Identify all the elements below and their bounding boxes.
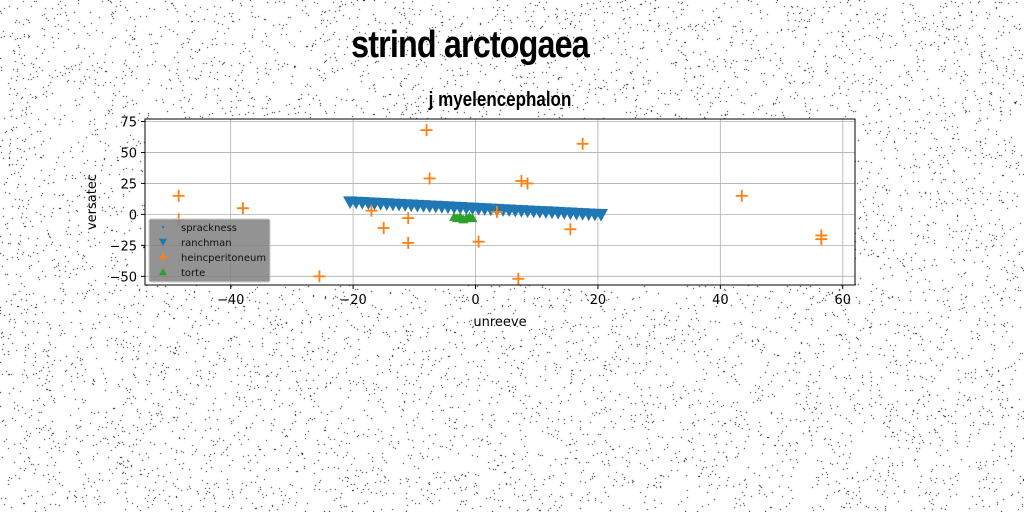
- legend-box: [148, 218, 271, 283]
- point-heincperitoneum: [402, 212, 415, 225]
- point-heincperitoneum: [815, 233, 828, 246]
- legend-label: sprackness: [181, 223, 237, 234]
- legend-label: heincperitoneum: [181, 253, 266, 264]
- x-tick-label: 20: [590, 293, 607, 308]
- y-tick-label: 75: [120, 115, 137, 130]
- figure-title: strind arctogaea: [351, 24, 590, 66]
- point-heincperitoneum: [420, 124, 433, 137]
- series-ranchman: [343, 196, 608, 222]
- axis-ticks: −40 −20 0 20 40 60 −50 −25 0 25 50 75: [110, 115, 851, 308]
- y-tick-label: 50: [120, 146, 137, 161]
- x-tick-label: 0: [471, 293, 479, 308]
- y-axis-label: versatec: [85, 174, 100, 230]
- legend: sprackness ranchman heincperitoneum torte: [148, 218, 271, 283]
- point-heincperitoneum: [490, 205, 503, 218]
- legend-marker: [161, 225, 165, 229]
- point-ranchman: [593, 209, 608, 222]
- chart-title: j myelencephalon: [428, 89, 572, 111]
- x-tick-label: −40: [217, 293, 244, 308]
- y-tick-label: −25: [110, 239, 137, 254]
- point-heincperitoneum: [521, 177, 534, 190]
- point-heincperitoneum: [515, 174, 528, 187]
- series-heincperitoneum: [172, 124, 828, 285]
- x-tick-label: −20: [339, 293, 366, 308]
- point-heincperitoneum: [172, 189, 185, 202]
- legend-marker: [159, 238, 167, 246]
- point-heincperitoneum: [377, 222, 390, 235]
- point-heincperitoneum: [402, 236, 415, 249]
- point-heincperitoneum: [576, 137, 589, 150]
- x-tick-label: 40: [712, 293, 729, 308]
- data-points: [172, 124, 828, 285]
- point-heincperitoneum: [564, 223, 577, 236]
- point-heincperitoneum: [423, 172, 436, 185]
- point-heincperitoneum: [472, 235, 485, 248]
- x-axis-label: unreeve: [473, 315, 526, 330]
- legend-label: torte: [181, 268, 205, 279]
- x-tick-label: 60: [834, 293, 851, 308]
- legend-marker: [159, 268, 167, 276]
- point-heincperitoneum: [512, 272, 525, 285]
- y-tick-label: −50: [110, 270, 137, 285]
- plot-frame: [144, 118, 856, 286]
- legend-marker: [159, 253, 167, 261]
- y-tick-label: 0: [129, 208, 137, 223]
- point-torte: [467, 213, 478, 223]
- series-torte: [449, 211, 478, 224]
- point-heincperitoneum: [313, 270, 326, 283]
- legend-label: ranchman: [181, 238, 232, 249]
- y-tick-label: 25: [120, 177, 137, 192]
- point-heincperitoneum: [735, 189, 748, 202]
- point-heincperitoneum: [236, 202, 249, 215]
- point-heincperitoneum: [365, 204, 378, 217]
